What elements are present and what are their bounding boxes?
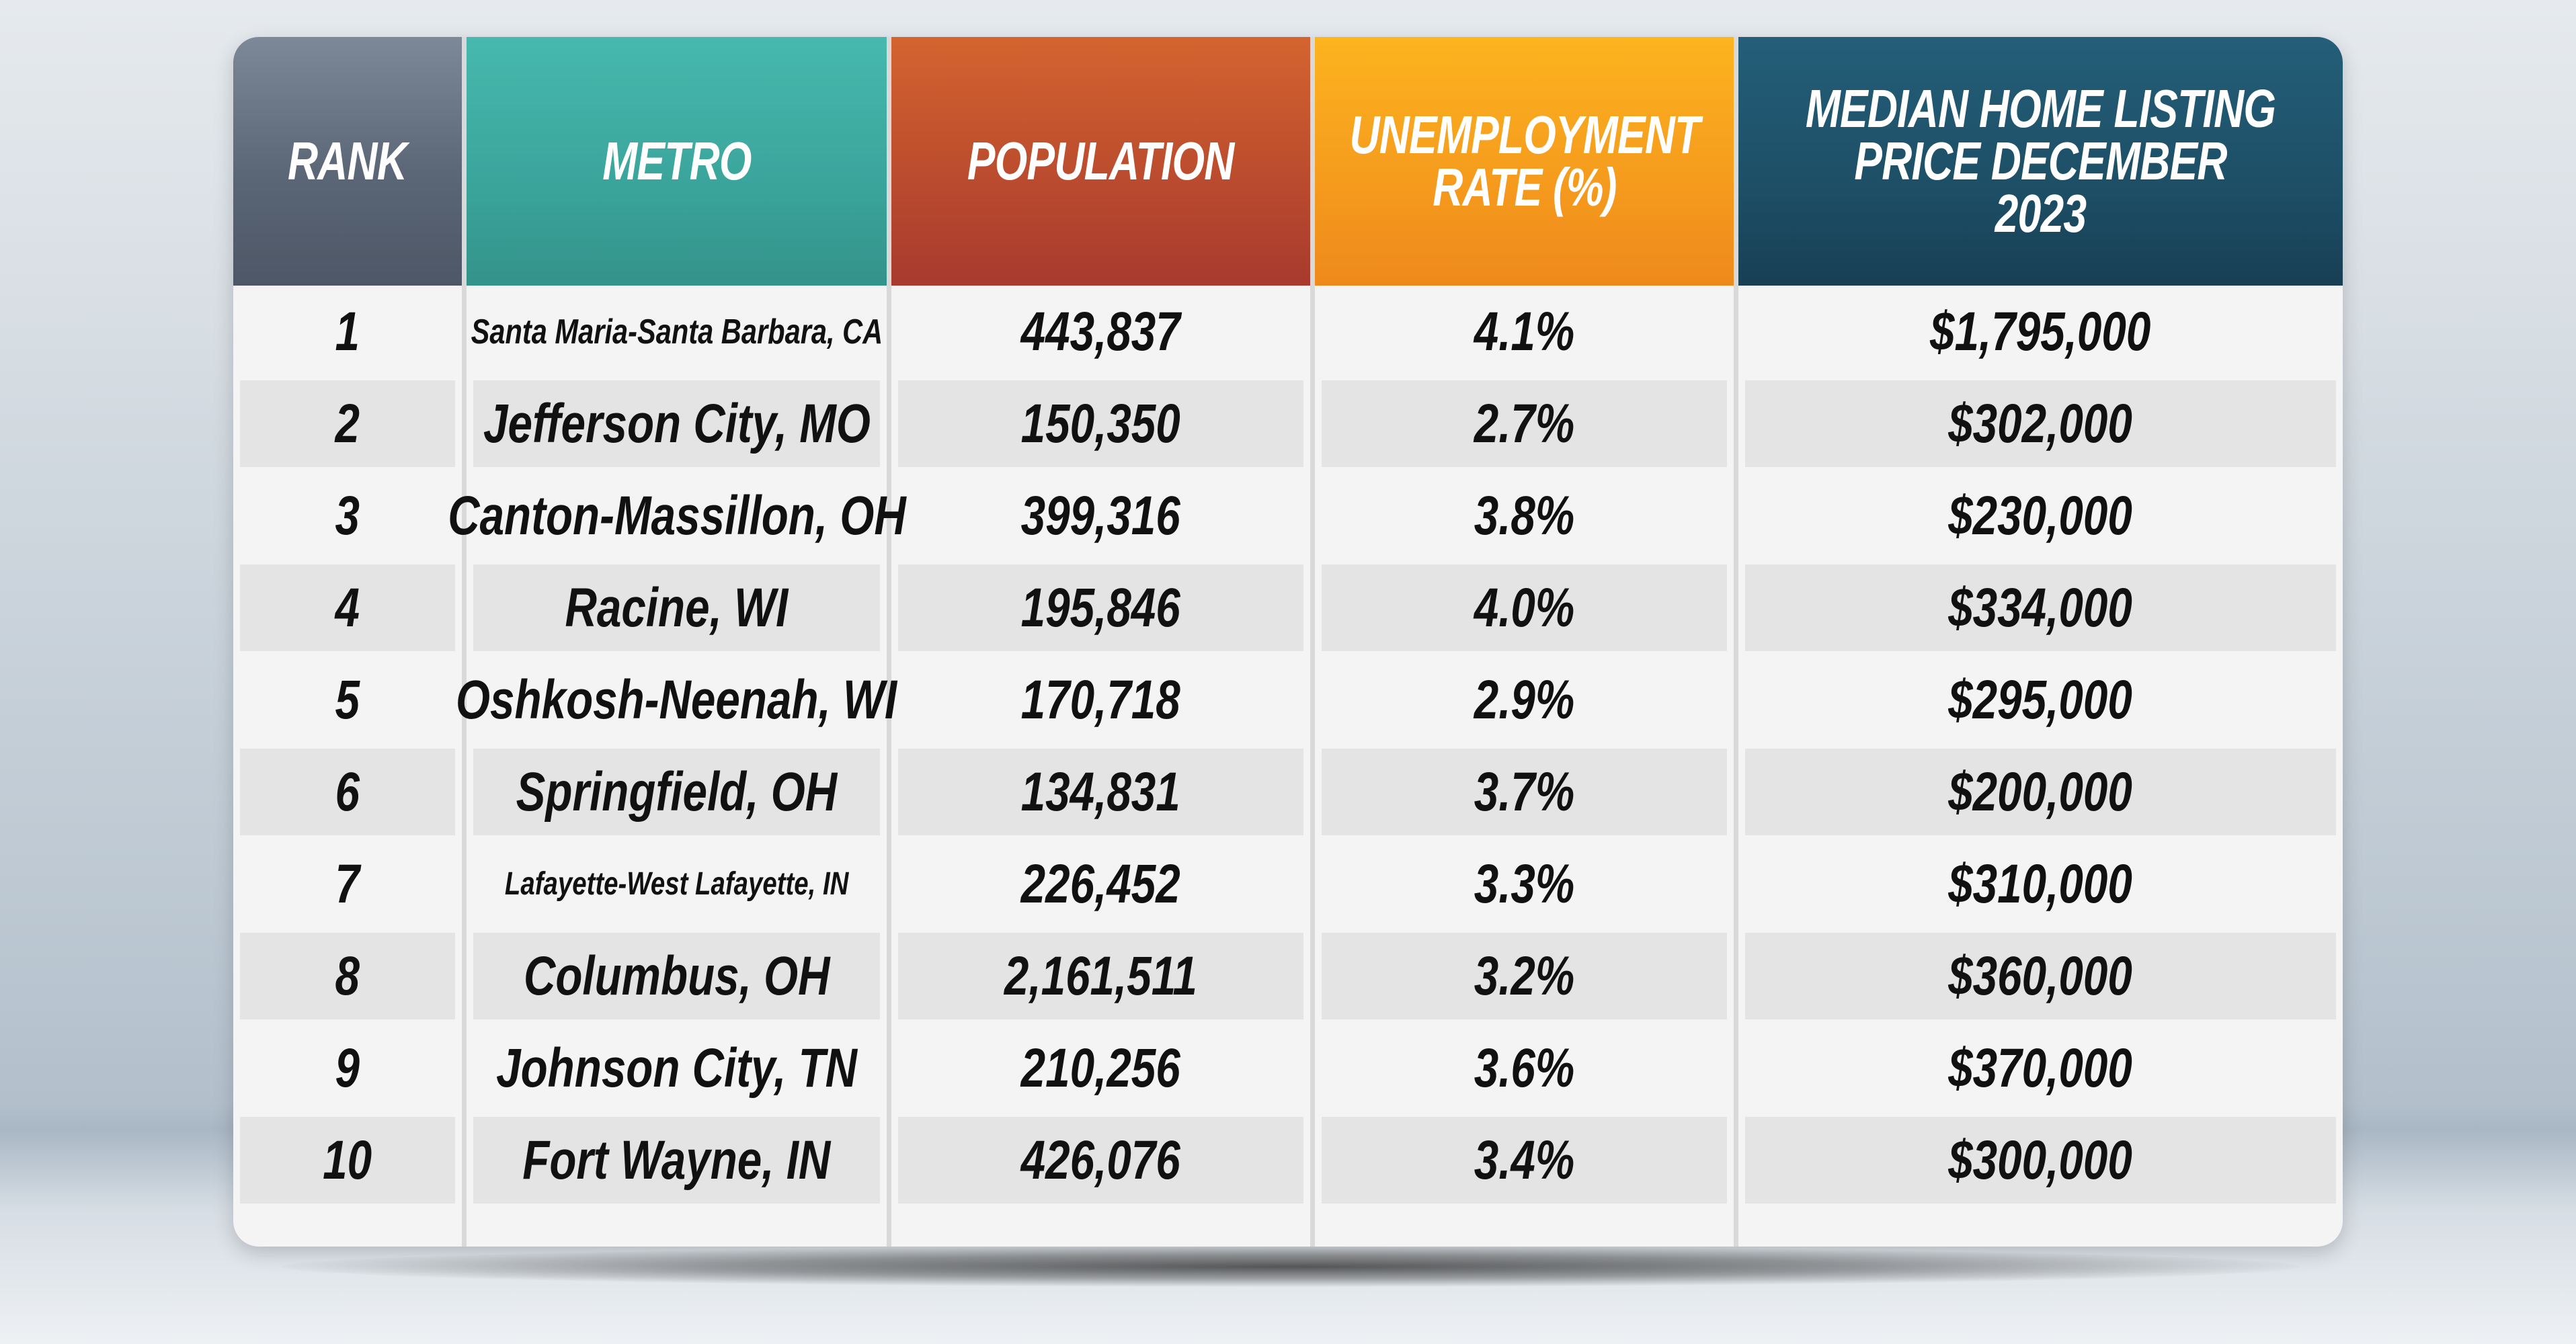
price-cell: $310,000 bbox=[1948, 853, 2133, 915]
unemployment-cell: 4.1% bbox=[1474, 300, 1575, 362]
metro-cell: Columbus, OH bbox=[467, 930, 887, 1022]
unemployment-cell: 3.6% bbox=[1474, 1037, 1575, 1099]
unemployment-header: UNEMPLOYMENT RATE (%) bbox=[1315, 37, 1734, 286]
metro-cell: Lafayette-West Lafayette, IN bbox=[504, 866, 849, 902]
rank-cell: 9 bbox=[335, 1037, 360, 1099]
population-column: POPULATION 443,837 150,350 399,316 195,8… bbox=[887, 37, 1310, 1247]
rank-cell: 10 bbox=[233, 1114, 462, 1206]
rank-cell: 1 bbox=[335, 300, 360, 362]
card-shadow bbox=[282, 1247, 2299, 1287]
rank-cell: 2 bbox=[233, 378, 462, 470]
price-cell: $295,000 bbox=[1948, 669, 2133, 730]
unemployment-cell: 3.2% bbox=[1315, 930, 1734, 1022]
rank-header: RANK bbox=[233, 37, 462, 286]
population-cell: 399,316 bbox=[1020, 485, 1181, 546]
price-cell: $334,000 bbox=[1738, 562, 2343, 654]
unemployment-cell: 3.4% bbox=[1315, 1114, 1734, 1206]
population-cell: 226,452 bbox=[1020, 853, 1181, 915]
rank-cell: 7 bbox=[335, 853, 360, 915]
population-cell: 170,718 bbox=[1020, 669, 1181, 730]
metro-cell: Racine, WI bbox=[467, 562, 887, 654]
metro-cell: Santa Maria-Santa Barbara, CA bbox=[471, 312, 883, 351]
price-column: MEDIAN HOME LISTING PRICE DECEMBER 2023 … bbox=[1734, 37, 2343, 1247]
population-cell: 195,846 bbox=[891, 562, 1310, 654]
rank-cell: 6 bbox=[233, 746, 462, 838]
unemployment-cell: 2.7% bbox=[1315, 378, 1734, 470]
population-cell: 150,350 bbox=[891, 378, 1310, 470]
price-header: MEDIAN HOME LISTING PRICE DECEMBER 2023 bbox=[1738, 37, 2343, 286]
price-cell: $370,000 bbox=[1948, 1037, 2133, 1099]
rank-cell: 3 bbox=[335, 485, 360, 546]
unemployment-cell: 3.7% bbox=[1315, 746, 1734, 838]
unemployment-cell: 2.9% bbox=[1474, 669, 1575, 730]
metro-cell: Canton-Massillon, OH bbox=[447, 485, 906, 546]
metro-column: METRO Santa Maria-Santa Barbara, CA Jeff… bbox=[447, 37, 906, 1247]
population-cell: 443,837 bbox=[1020, 300, 1181, 362]
unemployment-cell: 4.0% bbox=[1315, 562, 1734, 654]
price-cell: $1,795,000 bbox=[1930, 300, 2151, 362]
metro-cell: Johnson City, TN bbox=[496, 1037, 857, 1099]
rank-cell: 4 bbox=[233, 562, 462, 654]
price-cell: $360,000 bbox=[1738, 930, 2343, 1022]
metro-cell: Springfield, OH bbox=[467, 746, 887, 838]
ranking-table: RANK 1 2 3 4 5 6 7 8 9 10 METRO Santa Ma… bbox=[233, 37, 2343, 1247]
metro-cell: Jefferson City, MO bbox=[467, 378, 887, 470]
price-cell: $300,000 bbox=[1738, 1114, 2343, 1206]
rank-column: RANK 1 2 3 4 5 6 7 8 9 10 bbox=[233, 37, 462, 1247]
population-header: POPULATION bbox=[891, 37, 1310, 286]
unemployment-cell: 3.8% bbox=[1474, 485, 1575, 546]
unemployment-column: UNEMPLOYMENT RATE (%) 4.1% 2.7% 3.8% 4.0… bbox=[1310, 37, 1734, 1247]
metro-header: METRO bbox=[467, 37, 887, 286]
rank-cell: 5 bbox=[335, 669, 360, 730]
population-cell: 210,256 bbox=[1020, 1037, 1181, 1099]
metro-cell: Oshkosh-Neenah, WI bbox=[456, 669, 897, 730]
price-cell: $302,000 bbox=[1738, 378, 2343, 470]
population-cell: 2,161,511 bbox=[891, 930, 1310, 1022]
price-cell: $200,000 bbox=[1738, 746, 2343, 838]
rank-cell: 8 bbox=[233, 930, 462, 1022]
population-cell: 426,076 bbox=[891, 1114, 1310, 1206]
price-cell: $230,000 bbox=[1948, 485, 2133, 546]
population-cell: 134,831 bbox=[891, 746, 1310, 838]
unemployment-cell: 3.3% bbox=[1474, 853, 1575, 915]
metro-cell: Fort Wayne, IN bbox=[467, 1114, 887, 1206]
